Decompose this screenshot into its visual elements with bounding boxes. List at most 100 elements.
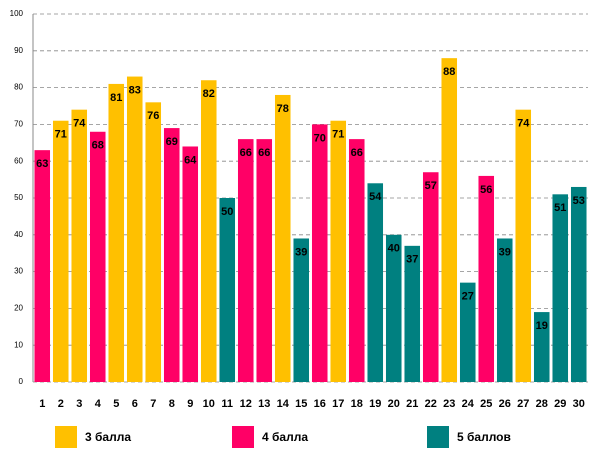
value-label: 70 bbox=[314, 132, 326, 144]
bar bbox=[330, 120, 347, 382]
bar bbox=[163, 128, 180, 382]
x-tick-label: 26 bbox=[499, 398, 511, 410]
value-label: 54 bbox=[369, 191, 382, 203]
legend-swatch bbox=[427, 426, 449, 448]
bar bbox=[274, 94, 291, 383]
value-label: 76 bbox=[147, 110, 159, 122]
y-tick-label: 0 bbox=[19, 377, 24, 386]
bar bbox=[404, 245, 421, 382]
value-label: 40 bbox=[388, 243, 400, 255]
legend-swatch bbox=[55, 426, 77, 448]
x-tick-label: 7 bbox=[150, 398, 156, 410]
value-label: 56 bbox=[480, 184, 492, 196]
x-tick-label: 16 bbox=[314, 398, 326, 410]
x-tick-label: 11 bbox=[221, 398, 233, 410]
value-label: 64 bbox=[184, 154, 197, 166]
value-label: 74 bbox=[73, 118, 86, 130]
x-tick-label: 13 bbox=[258, 398, 270, 410]
x-tick-label: 19 bbox=[369, 398, 381, 410]
x-tick-label: 17 bbox=[332, 398, 344, 410]
value-label: 50 bbox=[221, 206, 233, 218]
bar bbox=[533, 312, 550, 382]
value-label: 81 bbox=[110, 92, 122, 104]
bar bbox=[367, 183, 384, 382]
legend-label: 5 баллов bbox=[457, 430, 511, 444]
value-label: 71 bbox=[55, 129, 67, 141]
value-label: 39 bbox=[295, 246, 307, 258]
value-label: 66 bbox=[240, 147, 252, 159]
bar bbox=[348, 139, 365, 382]
bar bbox=[441, 58, 458, 382]
y-tick-label: 40 bbox=[14, 230, 23, 239]
x-tick-label: 1 bbox=[39, 398, 45, 410]
y-tick-label: 70 bbox=[14, 120, 23, 129]
value-label: 19 bbox=[536, 320, 548, 332]
bar bbox=[182, 146, 199, 382]
value-label: 66 bbox=[351, 147, 363, 159]
value-label: 88 bbox=[443, 66, 455, 78]
x-tick-label: 3 bbox=[76, 398, 82, 410]
x-tick-label: 12 bbox=[240, 398, 252, 410]
x-tick-label: 18 bbox=[351, 398, 363, 410]
x-tick-label: 9 bbox=[187, 398, 193, 410]
value-label: 27 bbox=[462, 291, 474, 303]
x-tick-label: 20 bbox=[388, 398, 400, 410]
y-tick-label: 60 bbox=[14, 156, 23, 165]
value-label: 74 bbox=[517, 118, 530, 130]
bar bbox=[89, 131, 106, 382]
bar bbox=[34, 150, 51, 382]
x-tick-label: 30 bbox=[573, 398, 585, 410]
bar bbox=[552, 194, 569, 382]
x-tick-label: 2 bbox=[58, 398, 64, 410]
value-label: 82 bbox=[203, 88, 215, 100]
x-tick-label: 21 bbox=[406, 398, 418, 410]
bar bbox=[256, 139, 273, 382]
x-tick-label: 6 bbox=[132, 398, 138, 410]
x-tick-label: 15 bbox=[295, 398, 307, 410]
bar bbox=[200, 80, 217, 383]
value-label: 66 bbox=[258, 147, 270, 159]
x-tick-label: 24 bbox=[462, 398, 475, 410]
bar bbox=[311, 124, 328, 383]
bar bbox=[108, 83, 125, 383]
value-label: 51 bbox=[554, 202, 566, 214]
x-tick-label: 14 bbox=[277, 398, 290, 410]
y-tick-label: 10 bbox=[14, 340, 23, 349]
x-tick-label: 25 bbox=[480, 398, 492, 410]
bar bbox=[459, 282, 476, 382]
bar bbox=[478, 175, 495, 382]
value-label: 39 bbox=[499, 246, 511, 258]
x-tick-label: 23 bbox=[443, 398, 455, 410]
y-tick-label: 100 bbox=[10, 9, 24, 18]
bar bbox=[515, 109, 532, 383]
y-tick-label: 50 bbox=[14, 193, 23, 202]
legend-label: 4 балла bbox=[262, 430, 308, 444]
x-tick-label: 4 bbox=[95, 398, 102, 410]
value-label: 37 bbox=[406, 254, 418, 266]
value-label: 68 bbox=[92, 140, 104, 152]
y-tick-label: 80 bbox=[14, 83, 23, 92]
bar bbox=[219, 198, 236, 382]
x-tick-label: 22 bbox=[425, 398, 437, 410]
x-tick-label: 5 bbox=[113, 398, 119, 410]
x-tick-label: 10 bbox=[203, 398, 215, 410]
bar bbox=[385, 234, 402, 382]
bar bbox=[293, 238, 310, 382]
value-label: 78 bbox=[277, 103, 289, 115]
value-label: 69 bbox=[166, 136, 178, 148]
value-label: 83 bbox=[129, 84, 141, 96]
bar bbox=[237, 139, 254, 382]
bar bbox=[71, 109, 88, 383]
bar bbox=[126, 76, 143, 382]
value-label: 57 bbox=[425, 180, 437, 192]
y-tick-label: 30 bbox=[14, 267, 23, 276]
bar bbox=[422, 172, 439, 382]
y-tick-label: 20 bbox=[14, 304, 23, 313]
bar bbox=[145, 102, 162, 382]
bar bbox=[52, 120, 69, 382]
value-label: 71 bbox=[332, 129, 344, 141]
value-label: 53 bbox=[573, 195, 585, 207]
bar bbox=[570, 186, 587, 382]
legend-label: 3 балла bbox=[85, 430, 131, 444]
